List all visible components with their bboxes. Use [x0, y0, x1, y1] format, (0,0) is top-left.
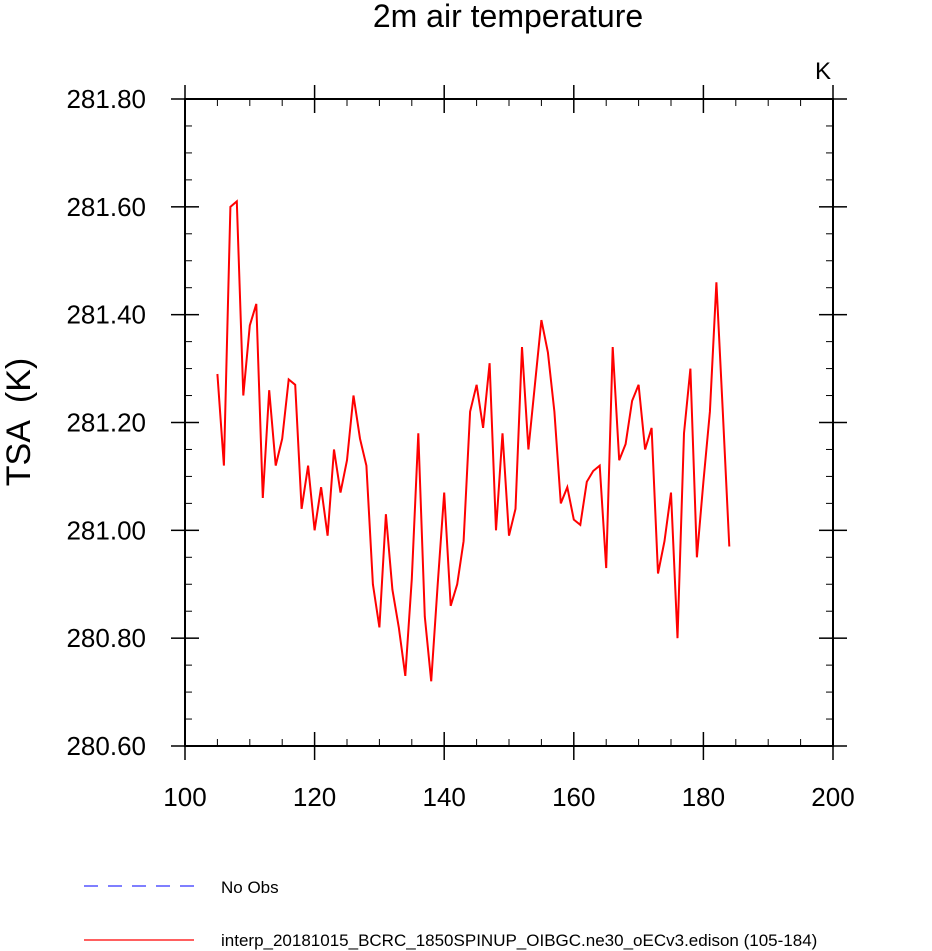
axis-tick-labels: 100 120 140 160 180 200 280.60 280.80 281.00 281.…	[66, 84, 854, 812]
plot-frame	[184, 98, 834, 747]
x-tick-label: 180	[682, 782, 725, 812]
x-tick-label: 140	[423, 782, 466, 812]
legend-label-model: interp_20181015_BCRC_1850SPINUP_OIBGC.ne…	[221, 931, 817, 950]
x-tick-label: 160	[552, 782, 595, 812]
units-label: K	[815, 58, 831, 85]
y-tick-label: 281.00	[66, 515, 146, 545]
series-line-1	[216, 199, 731, 682]
x-tick-label: 100	[163, 782, 206, 812]
y-tick-label: 281.40	[66, 300, 146, 330]
y-tick-label: 281.60	[66, 192, 146, 222]
y-tick-label: 281.80	[66, 84, 146, 114]
y-tick-label: 280.60	[66, 731, 146, 761]
legend: No Obs interp_20181015_BCRC_1850SPINUP_O…	[84, 878, 817, 950]
series-layer	[216, 199, 731, 682]
y-axis-label: TSA (K)	[0, 358, 38, 486]
chart-title: 2m air temperature	[373, 0, 643, 34]
y-tick-label: 280.80	[66, 623, 146, 653]
x-tick-label: 200	[811, 782, 854, 812]
x-tick-label: 120	[293, 782, 336, 812]
y-tick-label: 281.20	[66, 408, 146, 438]
legend-label-no-obs: No Obs	[221, 878, 279, 897]
